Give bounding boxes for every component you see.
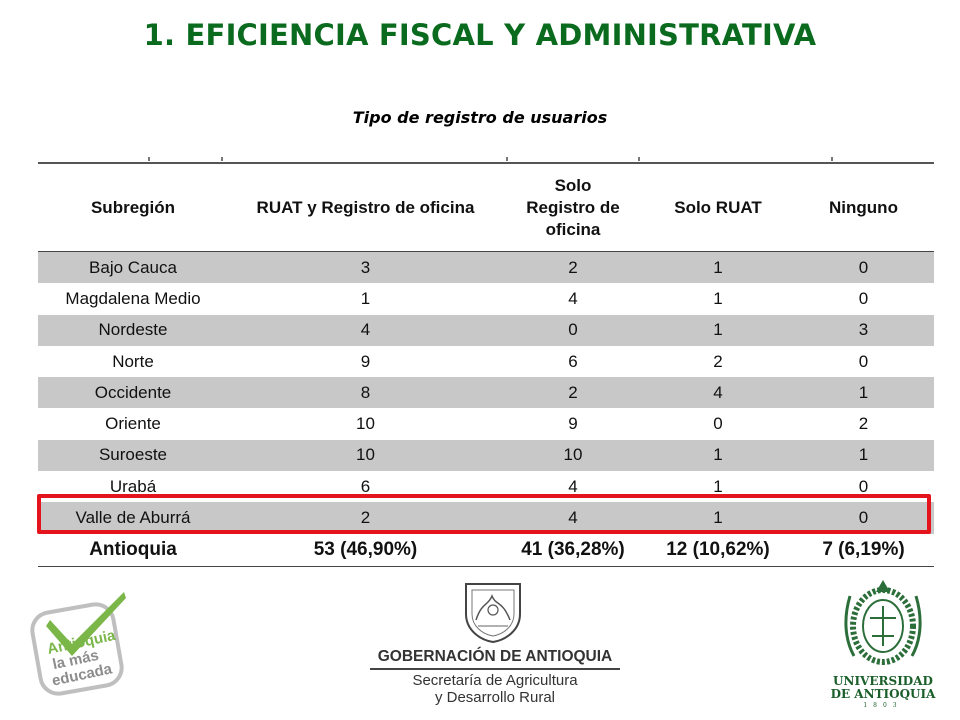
value-cell: 1 [713,288,723,308]
rule-tick [148,157,150,161]
table-row: Norte 9 6 2 0 [38,346,934,377]
value-cell: 4 [568,476,578,496]
value-cell: 0 [858,476,869,496]
value-cell: 1 [360,288,371,308]
value-cell: 2 [713,351,723,371]
value-cell: 0 [793,251,934,284]
gobernacion-logo: GOBERNACIÓN DE ANTIOQUIA Secretaría de A… [370,578,620,706]
region-cell: Oriente [105,414,161,434]
value-cell: 0 [858,351,869,371]
total-value: 41 (36,28%) [503,533,643,567]
page-title: 1. EFICIENCIA FISCAL Y ADMINISTRATIVA [143,18,817,52]
value-cell: 2 [858,414,869,434]
value-cell: 0 [858,288,869,308]
value-cell: 4 [228,314,503,346]
total-value: 53 (46,90%) [228,533,503,567]
table-row: Bajo Cauca 3 2 1 0 [38,251,934,284]
total-row: Antioquia 53 (46,90%) 41 (36,28%) 12 (10… [38,533,934,567]
rule-tick [831,157,833,161]
table-row: Nordeste 4 0 1 3 [38,314,934,346]
value-cell: 4 [503,502,643,534]
value-cell: 1 [643,502,793,534]
table-row: Oriente 10 9 0 2 [38,408,934,439]
table-row-highlighted: Valle de Aburrá 2 4 1 0 [38,502,934,534]
table-row: Urabá 6 4 1 0 [38,471,934,502]
column-header: Solo RUAT [643,164,793,252]
gov-secretaria-line: y Desarrollo Rural [434,689,556,706]
gov-divider [370,668,620,670]
value-cell: 4 [643,377,793,409]
region-cell: Valle de Aburrá [38,502,228,534]
value-cell: 1 [643,439,793,472]
table-row: Suroeste 10 10 1 1 [38,439,934,472]
value-cell: 1 [793,439,934,472]
value-cell: 8 [228,377,503,409]
region-cell: Bajo Cauca [38,251,228,284]
value-cell: 1 [643,251,793,284]
rule-tick [221,157,223,161]
value-cell: 0 [793,502,934,534]
udea-seal-icon [844,580,922,665]
table-caption: Tipo de registro de usuarios [352,108,608,127]
table-header-row: Subregión RUAT y Registro de oficina Sol… [38,164,934,252]
value-cell: 6 [568,351,578,371]
table-row: Magdalena Medio 1 4 1 0 [38,283,934,314]
value-cell: 0 [503,314,643,346]
region-cell: Suroeste [38,439,228,472]
column-header: Solo Registro de oficina [503,164,643,252]
value-cell: 10 [228,439,503,472]
udea-year: 1803 [863,702,903,709]
region-cell: Occidente [38,377,228,409]
gov-secretaria-line: Secretaría de Agricultura [412,672,578,689]
column-header: Subregión [38,164,228,252]
value-cell: 9 [568,414,578,434]
value-cell: 10 [356,414,375,434]
value-cell: 3 [793,314,934,346]
coat-of-arms-icon [465,583,521,644]
registration-table: Subregión RUAT y Registro de oficina Sol… [38,164,934,567]
total-value: 12 (10,62%) [643,533,793,567]
region-cell: Nordeste [38,314,228,346]
value-cell: 6 [360,476,371,496]
value-cell: 2 [228,502,503,534]
region-cell: Norte [112,351,154,371]
table-row: Occidente 8 2 4 1 [38,377,934,409]
udea-logo: UNIVERSIDAD DE ANTIOQUIA 1803 [828,576,938,716]
highlight-box [37,494,931,534]
value-cell: 1 [643,314,793,346]
value-cell: 1 [793,377,934,409]
value-cell: 3 [228,251,503,284]
total-label: Antioquia [38,533,228,567]
column-header: Ninguno [793,164,934,252]
table-top-rule [38,162,934,164]
udea-name-line: UNIVERSIDAD [833,674,933,688]
value-cell: 2 [503,377,643,409]
total-value: 7 (6,19%) [793,533,934,567]
value-cell: 2 [503,251,643,284]
value-cell: 1 [713,476,723,496]
udea-name-line: DE ANTIOQUIA [830,687,936,701]
region-cell: Urabá [109,476,157,496]
value-cell: 10 [503,439,643,472]
value-cell: 9 [360,351,371,371]
rule-tick [506,157,508,161]
region-cell: Magdalena Medio [65,288,201,308]
gov-name: GOBERNACIÓN DE ANTIOQUIA [377,648,613,665]
column-header: RUAT y Registro de oficina [228,164,503,252]
value-cell: 0 [713,414,723,434]
rule-tick [638,157,640,161]
antioquia-educada-logo: Antioquia la más educada [30,592,126,696]
checkmark-icon [46,592,126,656]
value-cell: 4 [568,288,578,308]
